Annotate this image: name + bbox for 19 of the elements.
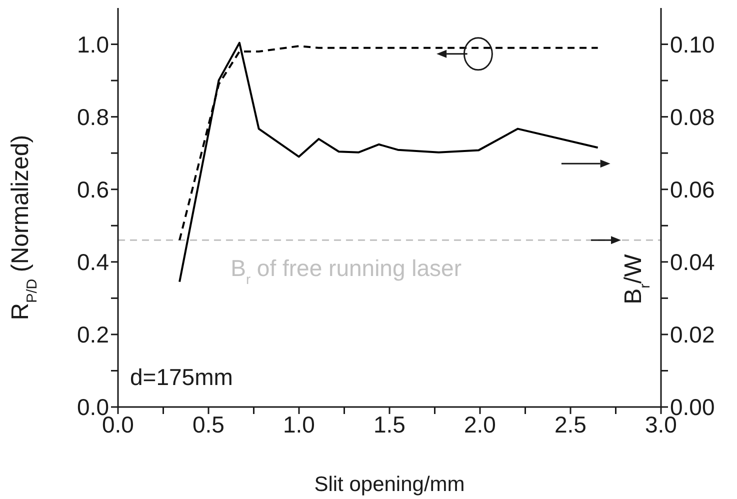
y-tick-label: 0.2 (77, 322, 109, 348)
x-axis-title: Slit opening/mm (314, 473, 465, 496)
y2-tick-label: 0.04 (670, 249, 715, 276)
y2-tick-label: 0.02 (670, 322, 715, 348)
y2-tick-label: 0.06 (670, 176, 715, 203)
y-tick-label: 0.6 (77, 176, 109, 203)
x-tick-label: 1.0 (283, 411, 315, 438)
annotation: d=175mm (130, 364, 233, 390)
x-tick-label: 2.5 (554, 411, 586, 438)
y-tick-label: 0.4 (77, 249, 110, 276)
y2-tick-label: 0.08 (670, 104, 715, 130)
y-tick-label: 1.0 (77, 31, 109, 58)
x-tick-label: 1.5 (374, 411, 406, 438)
y2-tick-label: 0.10 (670, 31, 715, 58)
x-tick-label: 0.5 (192, 411, 224, 438)
y-tick-label: 0.8 (77, 104, 109, 130)
x-tick-label: 2.0 (464, 411, 496, 438)
ref-line-label: B$_{r}$ of free running laser (230, 255, 462, 288)
line-series (178, 42, 599, 283)
